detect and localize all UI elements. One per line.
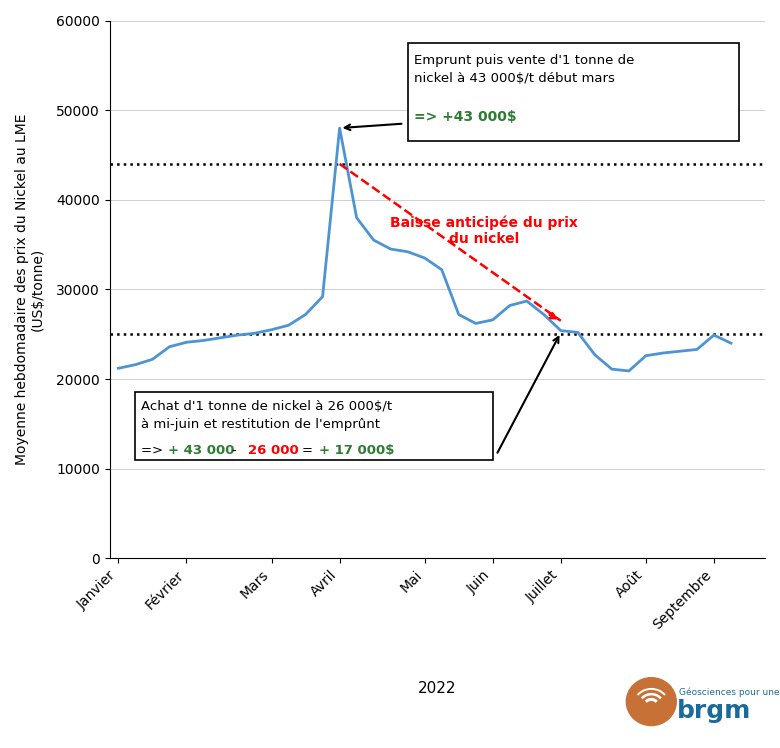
Text: à mi-juin et restitution de l'emprûnt: à mi-juin et restitution de l'emprûnt: [140, 417, 380, 431]
Text: Géosciences pour une Terre durable: Géosciences pour une Terre durable: [679, 688, 780, 697]
Text: -: -: [232, 444, 242, 458]
Text: =: =: [302, 444, 317, 458]
Y-axis label: Moyenne hebdomadaire des prix du Nickel au LME
(US$/tonne): Moyenne hebdomadaire des prix du Nickel …: [15, 114, 45, 465]
Text: + 43 000: + 43 000: [168, 444, 234, 458]
Text: + 17 000$: + 17 000$: [319, 444, 395, 458]
Text: =>: =>: [140, 444, 167, 458]
Text: brgm: brgm: [677, 699, 751, 723]
Text: 26 000: 26 000: [248, 444, 299, 458]
Text: Baisse anticipée du prix
du nickel: Baisse anticipée du prix du nickel: [390, 215, 578, 247]
Text: => +43 000$: => +43 000$: [414, 110, 517, 124]
X-axis label: 2022: 2022: [418, 681, 457, 696]
FancyBboxPatch shape: [136, 393, 493, 460]
FancyBboxPatch shape: [408, 43, 739, 141]
Text: Emprunt puis vente d'1 tonne de
nickel à 43 000$/t début mars: Emprunt puis vente d'1 tonne de nickel à…: [414, 54, 635, 85]
Text: Achat d'1 tonne de nickel à 26 000$/t: Achat d'1 tonne de nickel à 26 000$/t: [140, 399, 392, 413]
